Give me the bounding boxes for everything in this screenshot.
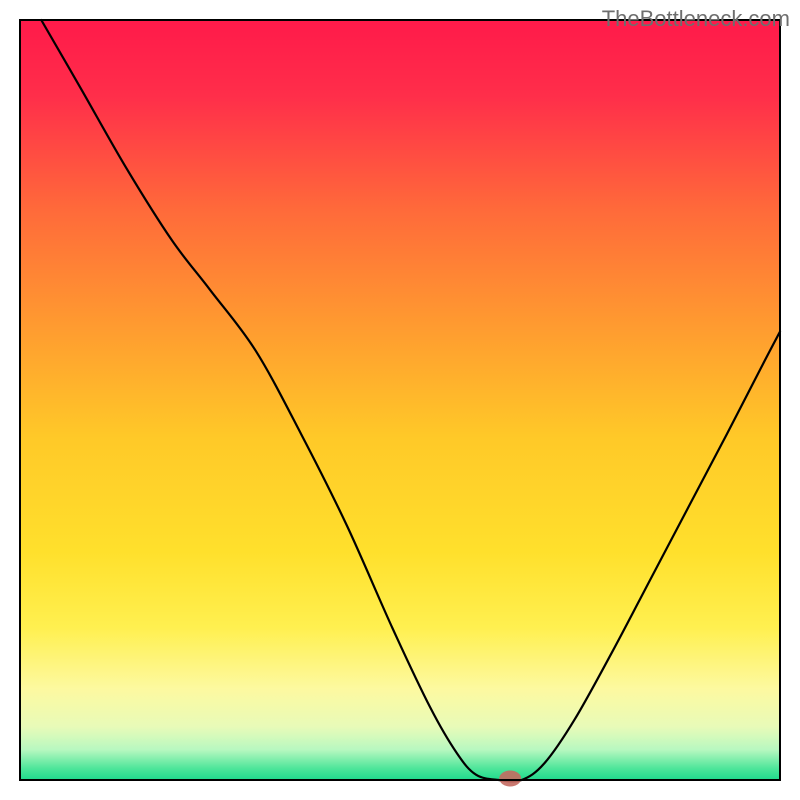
- optimal-point-marker: [499, 770, 521, 786]
- chart-svg: [0, 0, 800, 800]
- bottleneck-chart: TheBottleneck.com: [0, 0, 800, 800]
- watermark-text: TheBottleneck.com: [602, 6, 790, 32]
- gradient-background: [20, 20, 780, 780]
